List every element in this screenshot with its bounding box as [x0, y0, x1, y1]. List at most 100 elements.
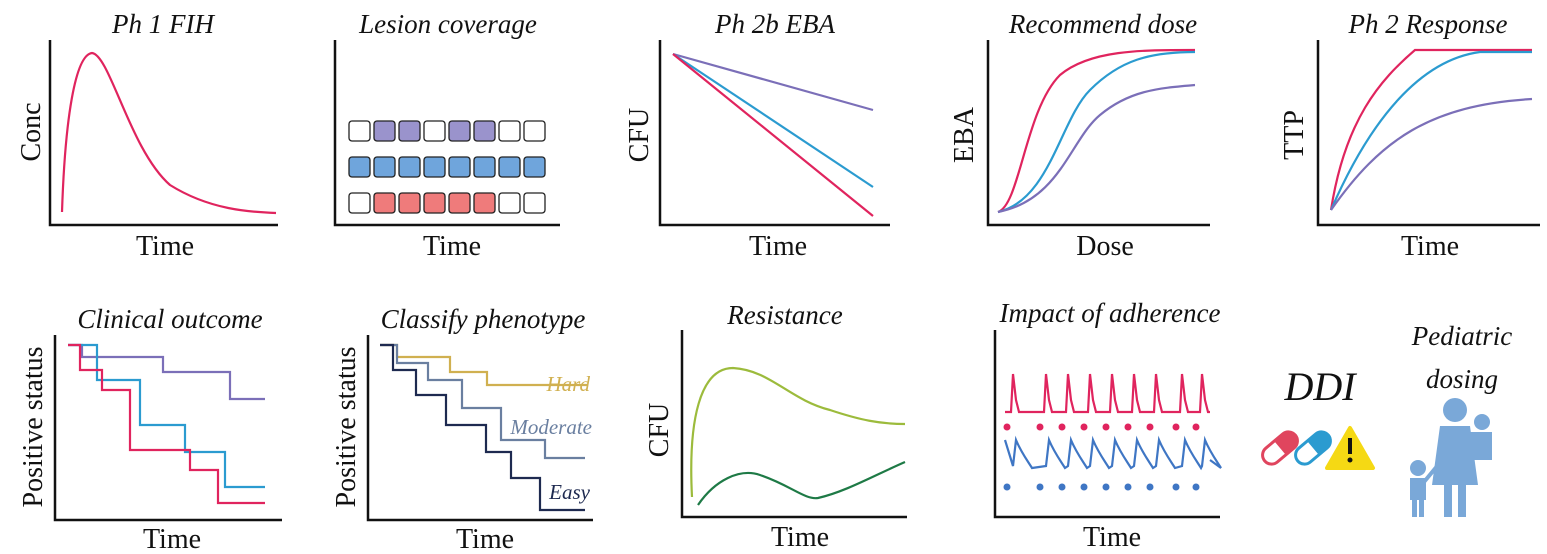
- figure: Ph 1 FIH Conc Time Lesion coverage Time …: [0, 0, 1547, 554]
- dose-dot: [1173, 424, 1180, 431]
- pediatric: Pediatric dosing: [1410, 321, 1512, 517]
- pill-blue: [1292, 428, 1334, 468]
- curve: [673, 54, 873, 110]
- panel-adherence: Impact of adherence Time: [995, 298, 1221, 553]
- lesion-square: [499, 157, 520, 177]
- panel-clinical: Clinical outcome Positive status Time: [18, 304, 282, 554]
- dose-dot: [1173, 484, 1180, 491]
- panel-title: Resistance: [726, 300, 842, 330]
- panel-ph1: Ph 1 FIH Conc Time: [16, 9, 278, 262]
- y-label: Positive status: [331, 346, 362, 507]
- panel-title: Classify phenotype: [381, 304, 586, 334]
- lesion-square: [449, 121, 470, 141]
- dose-dot: [1103, 484, 1110, 491]
- axes: [50, 40, 278, 225]
- x-label: Time: [1083, 522, 1141, 553]
- curve: [68, 345, 265, 487]
- y-label: CFU: [644, 403, 675, 457]
- curve: [673, 54, 873, 216]
- panel-title: Ph 2 Response: [1348, 9, 1508, 39]
- curve: [62, 53, 276, 213]
- lesion-square: [499, 121, 520, 141]
- dose-dot: [1147, 484, 1154, 491]
- x-label: Time: [1401, 231, 1459, 262]
- panel-lesion: Lesion coverage Time: [335, 9, 560, 262]
- panel-resistance: Resistance CFU Time: [644, 300, 907, 553]
- lesion-square: [449, 193, 470, 213]
- lesion-square: [524, 193, 545, 213]
- dose-dot: [1103, 424, 1110, 431]
- dose-dot: [1037, 484, 1044, 491]
- lesion-square: [474, 157, 495, 177]
- axes: [988, 40, 1210, 225]
- panel-title: Impact of adherence: [999, 298, 1221, 328]
- y-label: CFU: [624, 108, 655, 162]
- dose-dot: [1193, 484, 1200, 491]
- axes: [55, 335, 282, 520]
- x-label: Time: [456, 524, 514, 554]
- y-label: TTP: [1279, 110, 1310, 160]
- x-label: Time: [771, 522, 829, 553]
- x-label: Dose: [1076, 231, 1134, 262]
- lesion-square: [349, 121, 370, 141]
- family-icon: [1410, 398, 1492, 517]
- dose-dot: [1193, 424, 1200, 431]
- lesion-square: [349, 157, 370, 177]
- lesion-grid: [349, 121, 545, 213]
- curve: [380, 345, 585, 458]
- panel-title: Ph 2b EBA: [714, 9, 835, 39]
- y-label: EBA: [949, 106, 980, 163]
- dose-dot: [1037, 424, 1044, 431]
- dose-dot: [1081, 484, 1088, 491]
- lesion-square: [424, 121, 445, 141]
- x-label: Time: [136, 231, 194, 262]
- warning-dot: [1348, 458, 1353, 463]
- phenotype-label: Moderate: [509, 415, 592, 439]
- lesion-square: [399, 157, 420, 177]
- lesion-square: [524, 157, 545, 177]
- curve: [1331, 52, 1532, 210]
- lesion-square: [499, 193, 520, 213]
- panel-phenotype: Classify phenotype Positive status Time …: [331, 304, 593, 554]
- y-label: Positive status: [18, 346, 49, 507]
- panel-eba: Ph 2b EBA CFU Time: [624, 9, 890, 262]
- lesion-square: [374, 193, 395, 213]
- x-label: Time: [749, 231, 807, 262]
- axes: [682, 330, 907, 517]
- dose-dot: [1125, 484, 1132, 491]
- dose-dot: [1147, 424, 1154, 431]
- phenotype-label: Hard: [545, 372, 590, 396]
- pill-red: [1259, 428, 1301, 468]
- curve: [1331, 50, 1532, 210]
- x-label: Time: [143, 524, 201, 554]
- curve: [698, 462, 905, 505]
- dose-dot: [1059, 424, 1066, 431]
- panel-title: Clinical outcome: [77, 304, 262, 334]
- dose-dot: [1004, 484, 1011, 491]
- y-label: Conc: [16, 102, 47, 161]
- ddi-label: DDI: [1283, 364, 1357, 409]
- ddi: DDI: [1259, 364, 1373, 468]
- lesion-square: [524, 121, 545, 141]
- lesion-square: [374, 157, 395, 177]
- lesion-square: [399, 193, 420, 213]
- panel-response: Ph 2 Response TTP Time: [1279, 9, 1540, 262]
- x-label: Time: [423, 231, 481, 262]
- dose-dot: [1059, 484, 1066, 491]
- lesion-square: [449, 157, 470, 177]
- panel-title: Lesion coverage: [358, 9, 537, 39]
- dose-dot: [1081, 424, 1088, 431]
- curve: [673, 54, 873, 187]
- curve: [998, 85, 1195, 212]
- warning-mark: [1348, 438, 1352, 454]
- lesion-square: [474, 193, 495, 213]
- panel-title: Ph 1 FIH: [111, 9, 215, 39]
- panel-title: Recommend dose: [1008, 9, 1197, 39]
- lesion-square: [399, 121, 420, 141]
- lesion-square: [474, 121, 495, 141]
- pediatric-label: dosing: [1426, 364, 1498, 394]
- panel-dose: Recommend dose EBA Dose: [949, 9, 1210, 262]
- lesion-square: [424, 157, 445, 177]
- phenotype-label: Easy: [548, 480, 591, 504]
- curve: [1005, 374, 1210, 412]
